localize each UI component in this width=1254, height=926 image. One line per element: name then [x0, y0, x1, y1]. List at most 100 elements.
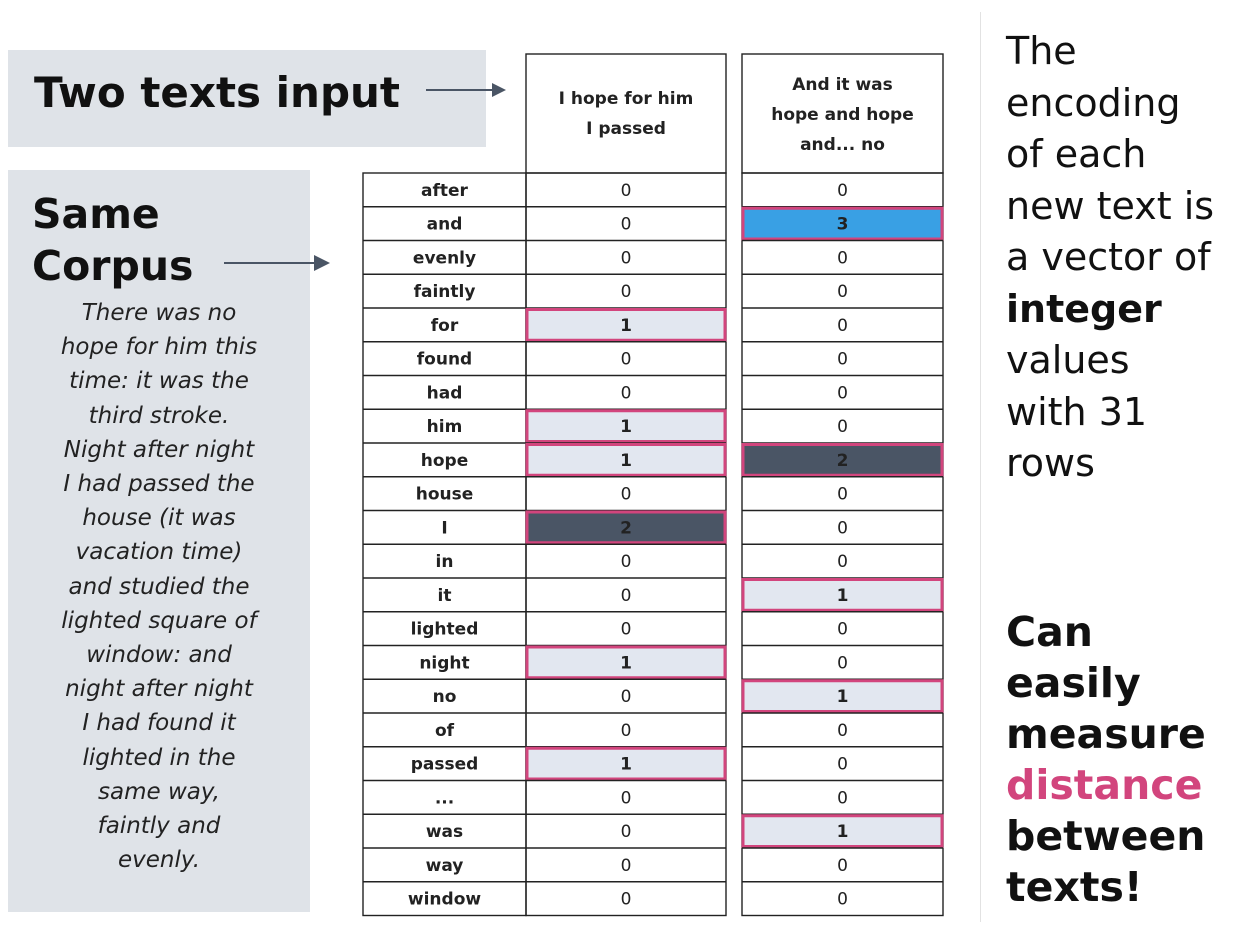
- col1-value: 1: [620, 755, 632, 775]
- corpus-text-line: house (it was: [82, 505, 236, 532]
- row-word: and: [427, 215, 463, 235]
- encoding-description: The encoding of each new text is a vector of…: [1006, 26, 1254, 490]
- col2-highlight-cell: [741, 578, 944, 612]
- col2-highlight-cell: [741, 206, 944, 241]
- corpus-arrow-icon: [224, 255, 330, 271]
- corpus-text-line: I had passed the: [63, 471, 255, 498]
- corpus-text: There was no hope for him this time: it wa…: [8, 296, 310, 877]
- col2-value: 0: [837, 788, 848, 808]
- col1-header-cell: [525, 53, 727, 174]
- col2-value: 0: [837, 620, 848, 640]
- col1-value: 1: [620, 316, 632, 336]
- col1-highlight-cell: [525, 746, 727, 781]
- encoding-text-line: rows: [1006, 441, 1095, 485]
- col2-value: 0: [837, 485, 848, 505]
- row-word: in: [436, 552, 454, 572]
- col1-value: 2: [620, 518, 632, 538]
- same-corpus-title: Same Corpus: [32, 190, 194, 290]
- row-word: house: [416, 485, 474, 505]
- corpus-text-line: hope for him this: [60, 334, 258, 361]
- col2-value: 0: [837, 755, 848, 775]
- col2-value: 0: [837, 181, 848, 201]
- callout-text-line: texts!: [1006, 863, 1143, 911]
- col2-value: 0: [837, 316, 848, 336]
- col2-highlight-cell: [741, 814, 944, 848]
- col2-value: 0: [837, 383, 848, 403]
- encoding-text-line: of each: [1006, 132, 1147, 176]
- col2-value: 0: [837, 248, 848, 268]
- col1-value: 0: [621, 620, 632, 640]
- corpus-text-line: lighted in the: [82, 744, 236, 771]
- encoding-bold-word: integer: [1006, 286, 1162, 331]
- col1-value: 0: [621, 181, 632, 201]
- corpus-text-line: time: it was the: [69, 368, 249, 395]
- corpus-text-line: and studied the: [68, 573, 250, 600]
- col2-value: 1: [837, 687, 849, 707]
- col1-value: 0: [621, 552, 632, 572]
- callout-text-line: measure: [1006, 710, 1206, 758]
- row-word: it: [438, 586, 452, 606]
- corpus-text-line: third stroke.: [88, 402, 230, 429]
- col2-header-text: hope and hope: [771, 105, 914, 125]
- row-word: after: [421, 181, 469, 201]
- col2-value: 3: [837, 215, 849, 235]
- col1-value: 1: [620, 653, 632, 673]
- callout-text-line: between: [1006, 812, 1206, 860]
- col1-value: 0: [621, 687, 632, 707]
- col2-header-cell: [741, 53, 944, 174]
- encoding-text-line: values: [1006, 338, 1130, 382]
- distance-word: distance: [1006, 761, 1203, 809]
- col1-value: 0: [621, 485, 632, 505]
- col2-value: 0: [837, 518, 848, 538]
- two-texts-input-title: Two texts input: [34, 68, 401, 117]
- encoding-text-line: encoding: [1006, 80, 1181, 125]
- word-count-table: I hope for him I passed And it was hope and…: [362, 53, 944, 917]
- col1-highlight-cell: [525, 645, 727, 680]
- col1-value: 0: [621, 856, 632, 876]
- row-word: ...: [435, 788, 454, 808]
- row-word: for: [431, 316, 459, 336]
- col2-value: 1: [837, 586, 849, 606]
- row-word: window: [408, 890, 481, 910]
- input-arrow-icon: [426, 83, 506, 97]
- col2-value: 0: [837, 721, 848, 741]
- row-word: I: [441, 518, 447, 538]
- col1-value: 1: [620, 417, 632, 437]
- col2-value: 2: [837, 451, 849, 471]
- corpus-text-line: Night after night: [63, 436, 255, 463]
- row-word: was: [426, 822, 463, 842]
- corpus-text-line: evenly.: [117, 847, 201, 874]
- col1-value: 0: [621, 586, 632, 606]
- row-word: evenly: [413, 248, 476, 268]
- corpus-text-line: There was no: [81, 300, 237, 326]
- encoding-text-line: new text is: [1006, 183, 1215, 228]
- col2-value: 0: [837, 856, 848, 876]
- row-word: of: [435, 721, 455, 741]
- row-word: no: [433, 687, 457, 707]
- col2-value: 0: [837, 282, 848, 302]
- row-word: him: [427, 417, 463, 437]
- col1-value: 0: [621, 248, 632, 268]
- row-word: lighted: [411, 620, 479, 640]
- corpus-text-line: vacation time): [75, 539, 243, 566]
- row-word: night: [419, 653, 469, 673]
- corpus-text-line: I had found it: [82, 710, 236, 737]
- row-word: faintly: [414, 282, 476, 302]
- col2-value: 0: [837, 350, 848, 370]
- col2-header-text: and... no: [800, 135, 885, 155]
- row-word: had: [427, 383, 463, 403]
- corpus-text-line: lighted square of: [61, 607, 257, 634]
- row-word: hope: [421, 451, 468, 471]
- col1-highlight-cell: [525, 510, 727, 545]
- col2-highlight-cell: [741, 679, 944, 713]
- col1-header-text: I passed: [586, 119, 666, 139]
- callout-text-line: Can: [1006, 608, 1093, 656]
- row-word: way: [426, 856, 464, 876]
- col1-value: 0: [621, 383, 632, 403]
- col2-value: 0: [837, 890, 848, 910]
- col2-highlight-cell: [741, 443, 944, 477]
- col2-value: 0: [837, 653, 848, 673]
- vertical-divider: [980, 12, 981, 922]
- corpus-text-line: faintly and: [97, 813, 221, 840]
- two-texts-input-box: Two texts input: [8, 50, 486, 147]
